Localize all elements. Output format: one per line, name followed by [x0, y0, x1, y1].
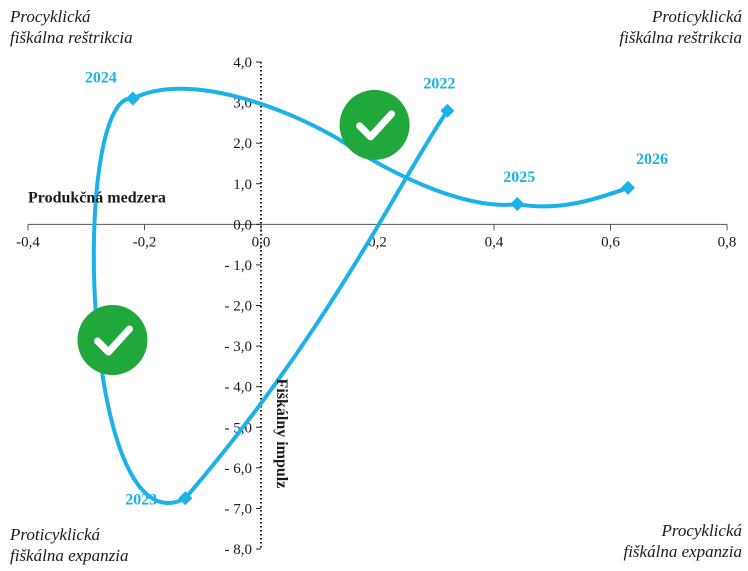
data-label-2022: 2022 [423, 76, 455, 93]
y-tick-label: 2,0 [233, 136, 252, 152]
y-tick-label: - 8,0 [225, 542, 253, 558]
data-point-2026 [620, 180, 635, 195]
quadrant-label-line: Procyklická [661, 521, 742, 540]
check-circle-icon [77, 304, 148, 375]
y-tick-label: - 3,0 [225, 339, 253, 355]
data-label-2023: 2023 [125, 491, 157, 508]
check-circle-icon [339, 89, 410, 160]
series-line [91, 86, 630, 505]
quadrant-label-line: fiškálna reštrikcia [619, 28, 742, 47]
x-tick-label: 0,4 [485, 234, 504, 250]
y-tick-label: 4,0 [233, 55, 252, 71]
x-tick-label: -0,4 [16, 234, 40, 250]
data-point-2022 [440, 103, 455, 118]
data-point-2024 [125, 91, 140, 106]
quadrant-label-bottom-left: Proticyklická fiškálna expanzia [10, 524, 129, 566]
y-tick-label: 0,0 [233, 217, 252, 233]
y-tick-label: - 4,0 [225, 380, 253, 396]
quadrant-label-line: fiškálna reštrikcia [10, 28, 133, 47]
x-tick-label: 0,2 [368, 234, 387, 250]
y-tick-label: 1,0 [233, 177, 252, 193]
y-tick-label: - 6,0 [225, 461, 253, 477]
data-point-2023 [178, 491, 193, 506]
check-mark [356, 110, 396, 141]
data-label-2024: 2024 [85, 70, 117, 87]
quadrant-label-line: Proticyklická [652, 7, 742, 26]
quadrant-label-top-right: Proticyklická fiškálna reštrikcia [619, 6, 742, 48]
data-point-2025 [510, 197, 525, 212]
quadrant-label-line: Procyklická [10, 7, 91, 26]
x-axis-title: Produkčná medzera [28, 189, 166, 206]
x-tick-label: 0,0 [252, 234, 271, 250]
data-label-2026: 2026 [636, 151, 668, 168]
y-axis-title: Fiškálny impulz [273, 379, 290, 489]
y-tick-label: - 2,0 [225, 299, 253, 315]
quadrant-label-bottom-right: Procyklická fiškálna expanzia [623, 520, 742, 562]
quadrant-label-line: fiškálna expanzia [623, 542, 742, 561]
quadrant-label-top-left: Procyklická fiškálna reštrikcia [10, 6, 133, 48]
quadrant-label-line: Proticyklická [10, 525, 100, 544]
series-layer [91, 86, 630, 505]
y-tick-label: - 1,0 [225, 258, 253, 274]
x-tick-label: 0,6 [601, 234, 620, 250]
x-tick-label: -0,2 [133, 234, 157, 250]
check-circle-bg [339, 89, 410, 160]
check-mark [93, 325, 133, 356]
data-label-2025: 2025 [503, 169, 535, 186]
x-tick-label: 0,8 [718, 234, 737, 250]
marks-layer: 2022 2023 2024 2025 2026 [77, 70, 668, 508]
check-circle-bg [77, 304, 148, 375]
y-tick-label: - 7,0 [225, 501, 253, 517]
quadrant-label-line: fiškálna expanzia [10, 546, 129, 565]
